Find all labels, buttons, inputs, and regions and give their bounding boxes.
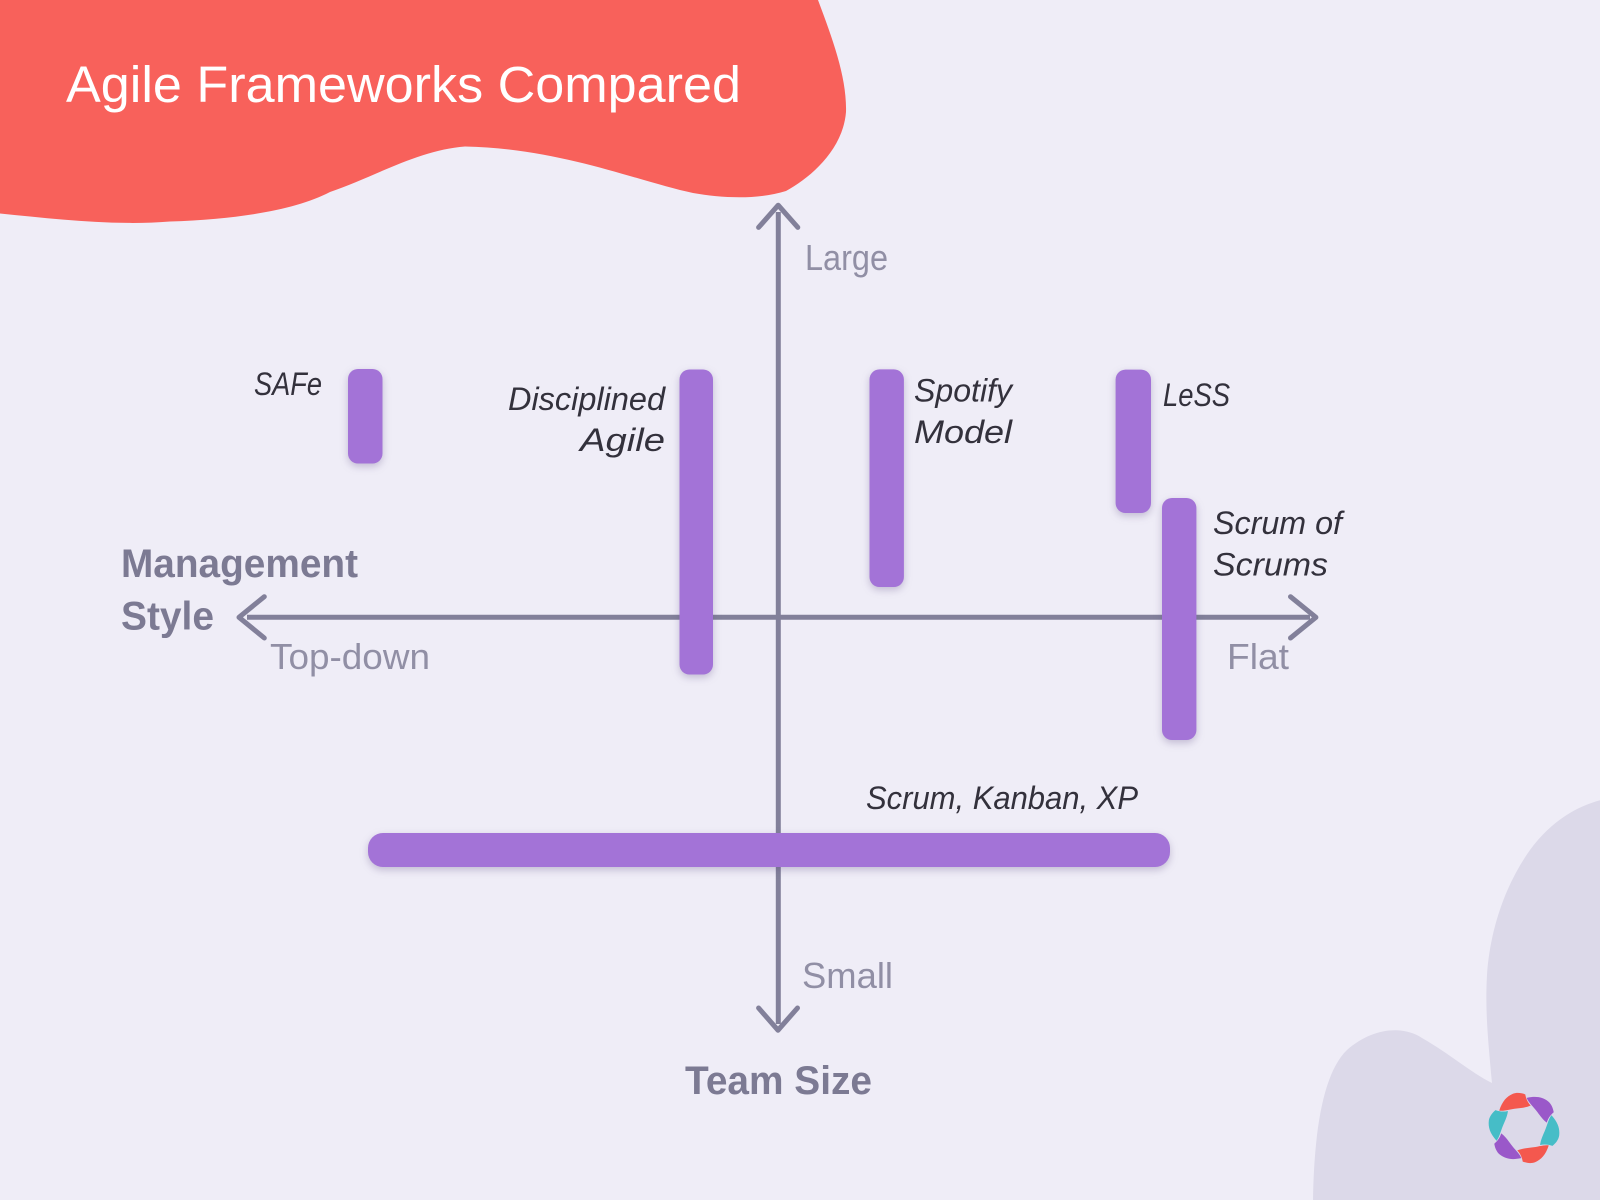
svg-text:Style: Style — [121, 595, 214, 639]
svg-text:Small: Small — [802, 955, 893, 996]
svg-text:Team Size: Team Size — [685, 1059, 872, 1103]
svg-text:Model: Model — [914, 414, 1013, 450]
svg-text:Spotify: Spotify — [914, 373, 1014, 409]
svg-text:Scrums: Scrums — [1213, 547, 1328, 583]
svg-text:SAFe: SAFe — [254, 366, 322, 402]
svg-text:Top-down: Top-down — [270, 636, 430, 677]
svg-text:Large: Large — [805, 237, 888, 278]
svg-text:LeSS: LeSS — [1163, 377, 1230, 413]
svg-text:Agile: Agile — [578, 422, 665, 458]
svg-text:Agile Frameworks Compared: Agile Frameworks Compared — [66, 56, 741, 113]
svg-text:Scrum of: Scrum of — [1213, 505, 1345, 541]
svg-text:Scrum, Kanban, XP: Scrum, Kanban, XP — [866, 780, 1139, 816]
svg-text:Flat: Flat — [1227, 636, 1289, 677]
svg-text:Management: Management — [121, 542, 358, 586]
svg-text:Disciplined: Disciplined — [508, 381, 666, 417]
